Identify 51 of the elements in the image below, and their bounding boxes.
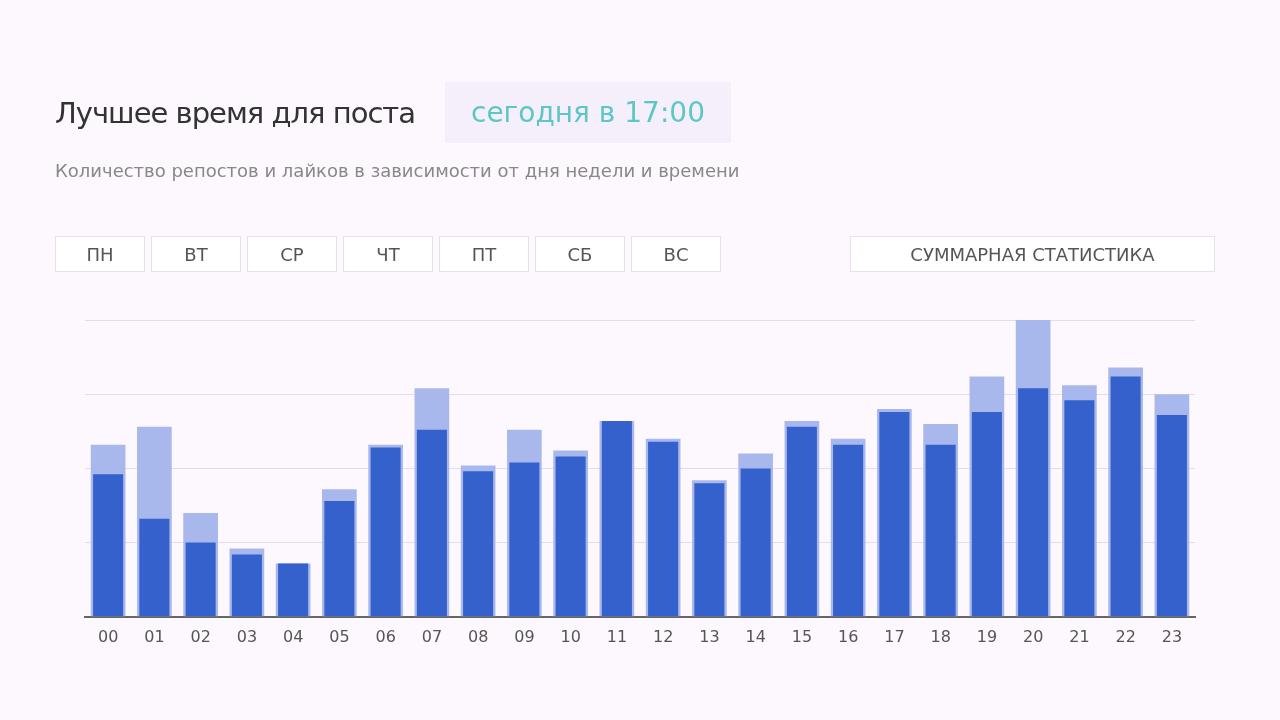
x-tick-label: 19 (976, 626, 998, 646)
bar (740, 468, 771, 617)
x-tick-label: 06 (375, 626, 396, 646)
text: СР (247, 236, 337, 272)
chart-subtitle: Количество репостов и лайков в зависимости от дня недели и времени (55, 160, 740, 181)
text: ПТ (439, 236, 529, 272)
bar (416, 429, 447, 617)
x-tick-label: 08 (467, 626, 489, 646)
bar (231, 554, 262, 617)
x-tick-label: 00 (97, 626, 119, 646)
x-tick-label: 12 (652, 626, 674, 646)
bar (185, 542, 216, 617)
x-tick-label: 23 (1161, 626, 1183, 646)
text: ЧТ (343, 236, 433, 272)
x-tick-label: 07 (421, 626, 443, 646)
bar (463, 471, 494, 617)
x-tick-label: 05 (329, 626, 350, 646)
bar (324, 501, 355, 617)
bar (925, 444, 956, 617)
bar (1018, 388, 1049, 617)
x-tick-label: 11 (606, 626, 628, 646)
bar (1156, 414, 1187, 617)
text: СБ (535, 236, 625, 272)
text: ВТ (151, 236, 241, 272)
x-tick-label: 09 (514, 626, 535, 646)
x-tick-label: 01 (144, 626, 165, 646)
x-tick-label: 02 (190, 626, 211, 646)
x-tick-label: 17 (884, 626, 905, 646)
bar (1064, 400, 1095, 617)
bar (93, 474, 124, 617)
x-tick-label: 20 (1022, 626, 1044, 646)
x-tick-label: 10 (560, 626, 581, 646)
x-tick-label: 16 (837, 626, 859, 646)
bar (509, 462, 540, 617)
text: ВС (631, 236, 721, 272)
x-tick-label: 22 (1115, 626, 1136, 646)
x-tick-label: 21 (1069, 626, 1090, 646)
x-tick-label: 14 (745, 626, 766, 646)
text: ПН (55, 236, 145, 272)
chart-title: Лучшее время для поста (55, 95, 415, 130)
x-tick-label: 15 (791, 626, 813, 646)
bar (971, 412, 1002, 617)
bar (786, 426, 817, 617)
text: сегодня в 17:00 (444, 82, 731, 143)
text: СУММАРНАЯ СТАТИСТИКА (850, 236, 1215, 272)
bar (139, 518, 170, 617)
x-tick-label: 18 (930, 626, 951, 646)
x-tick-label: 13 (699, 626, 720, 646)
bar (833, 444, 864, 617)
x-tick-label: 03 (236, 626, 258, 646)
x-tick-label: 04 (282, 626, 304, 646)
